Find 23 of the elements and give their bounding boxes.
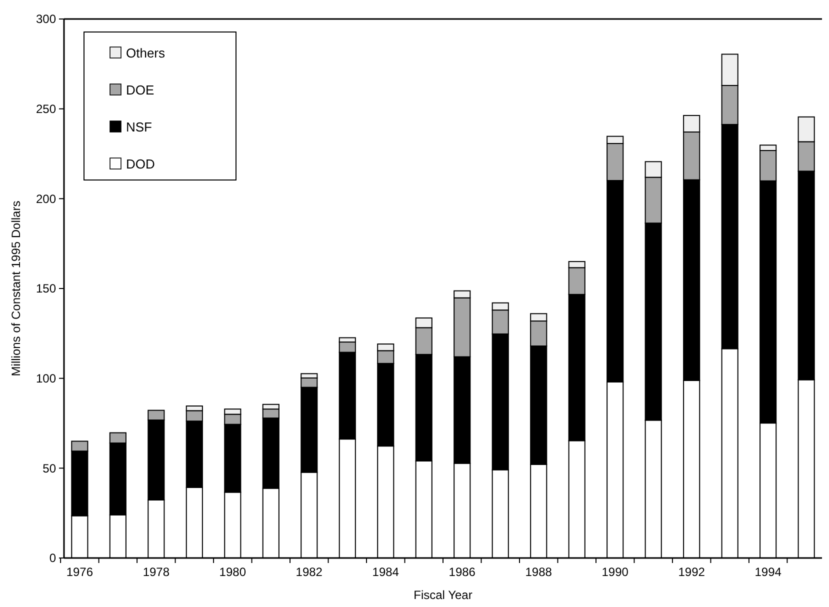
legend-label: NSF (126, 120, 152, 135)
legend-label: DOE (126, 82, 154, 98)
legend-label: DOD (126, 156, 155, 172)
y-tick-label: 250 (36, 102, 56, 116)
x-tick-label: 1986 (448, 565, 476, 579)
x-tick-label: 1982 (296, 565, 323, 579)
y-tick-label: 200 (36, 192, 56, 206)
x-tick-label: 1976 (66, 565, 94, 579)
x-tick-label: 1990 (602, 565, 629, 579)
y-tick-label: 100 (36, 372, 56, 386)
x-tick-label: 1994 (754, 565, 782, 579)
x-tick-label: 1988 (525, 565, 552, 579)
y-tick-label: 50 (42, 461, 56, 476)
y-tick-label: 0 (49, 551, 56, 566)
x-tick-label: 1978 (142, 565, 170, 579)
legend-label: Others (126, 46, 166, 61)
y-tick-label: 300 (36, 12, 56, 26)
y-axis-title: Millions of Constant 1995 Dollars (9, 200, 23, 376)
x-tick-label: 1992 (678, 565, 706, 579)
x-tick-label: 1984 (372, 565, 400, 579)
x-axis-title: Fiscal Year (414, 588, 472, 602)
x-tick-label: 1980 (219, 565, 246, 579)
y-tick-label: 150 (36, 282, 56, 296)
